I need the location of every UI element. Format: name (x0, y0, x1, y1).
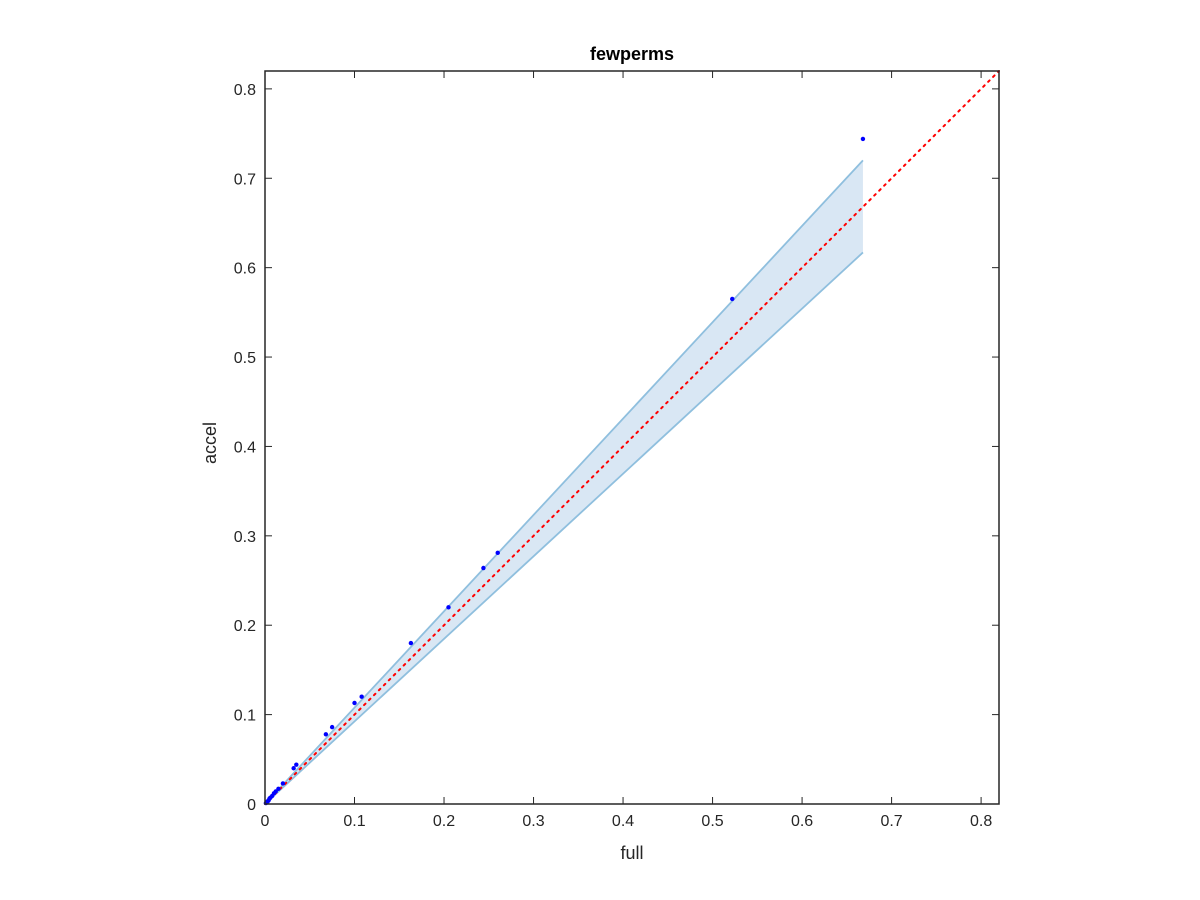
data-point (495, 550, 500, 556)
x-tick-label: 0.2 (433, 813, 455, 830)
y-tick-label: 0.8 (234, 82, 256, 99)
axes-frame (264, 70, 1000, 805)
data-point (294, 762, 299, 767)
data-point (730, 296, 735, 302)
data-point (323, 732, 329, 737)
band-upper-edge (264, 159, 864, 805)
data-point (329, 724, 335, 730)
data-point (291, 766, 296, 771)
identity-reference-line (264, 70, 1000, 805)
chart-title: fewperms (590, 44, 674, 64)
y-tick-label: 0.1 (234, 708, 256, 725)
y-tick-label: 0.4 (234, 439, 256, 456)
y-axis-label: accel (200, 422, 220, 464)
data-point (481, 565, 486, 571)
y-tick-label: 0.3 (234, 529, 256, 546)
band-lower-edge (264, 251, 864, 805)
x-tick-label: 0.6 (791, 813, 813, 830)
data-point (446, 605, 451, 610)
x-tick-label: 0.3 (522, 813, 544, 830)
x-tick-label: 0.5 (701, 813, 723, 830)
data-point (273, 789, 278, 794)
y-tick-label: 0 (247, 797, 256, 814)
data-point (860, 136, 866, 142)
axes-frame-layer (264, 70, 1000, 805)
x-tick-label: 0.1 (343, 813, 365, 830)
data-point (408, 640, 414, 646)
reference-line-layer (264, 70, 1000, 805)
data-point (280, 781, 286, 786)
x-tick-label: 0.8 (970, 813, 992, 830)
data-point (352, 700, 357, 706)
x-tick-label: 0 (261, 813, 270, 830)
y-tick-label: 0.5 (234, 350, 256, 367)
ticks-layer: 0 0.1 0.2 0.3 0.4 0.5 0.6 0.7 0.8 0 0.1 0.2 0.3 0.4 0.… (234, 71, 999, 830)
data-point (359, 694, 364, 699)
confidence-band-layer (264, 159, 864, 805)
data-points-layer (263, 136, 866, 806)
data-point (276, 786, 281, 792)
y-tick-label: 0.6 (234, 261, 256, 278)
x-axis-label: full (620, 843, 643, 863)
x-tick-label: 0.4 (612, 813, 634, 830)
x-tick-label: 0.7 (880, 813, 902, 830)
y-tick-label: 0.2 (234, 618, 256, 635)
y-tick-label: 0.7 (234, 171, 256, 188)
